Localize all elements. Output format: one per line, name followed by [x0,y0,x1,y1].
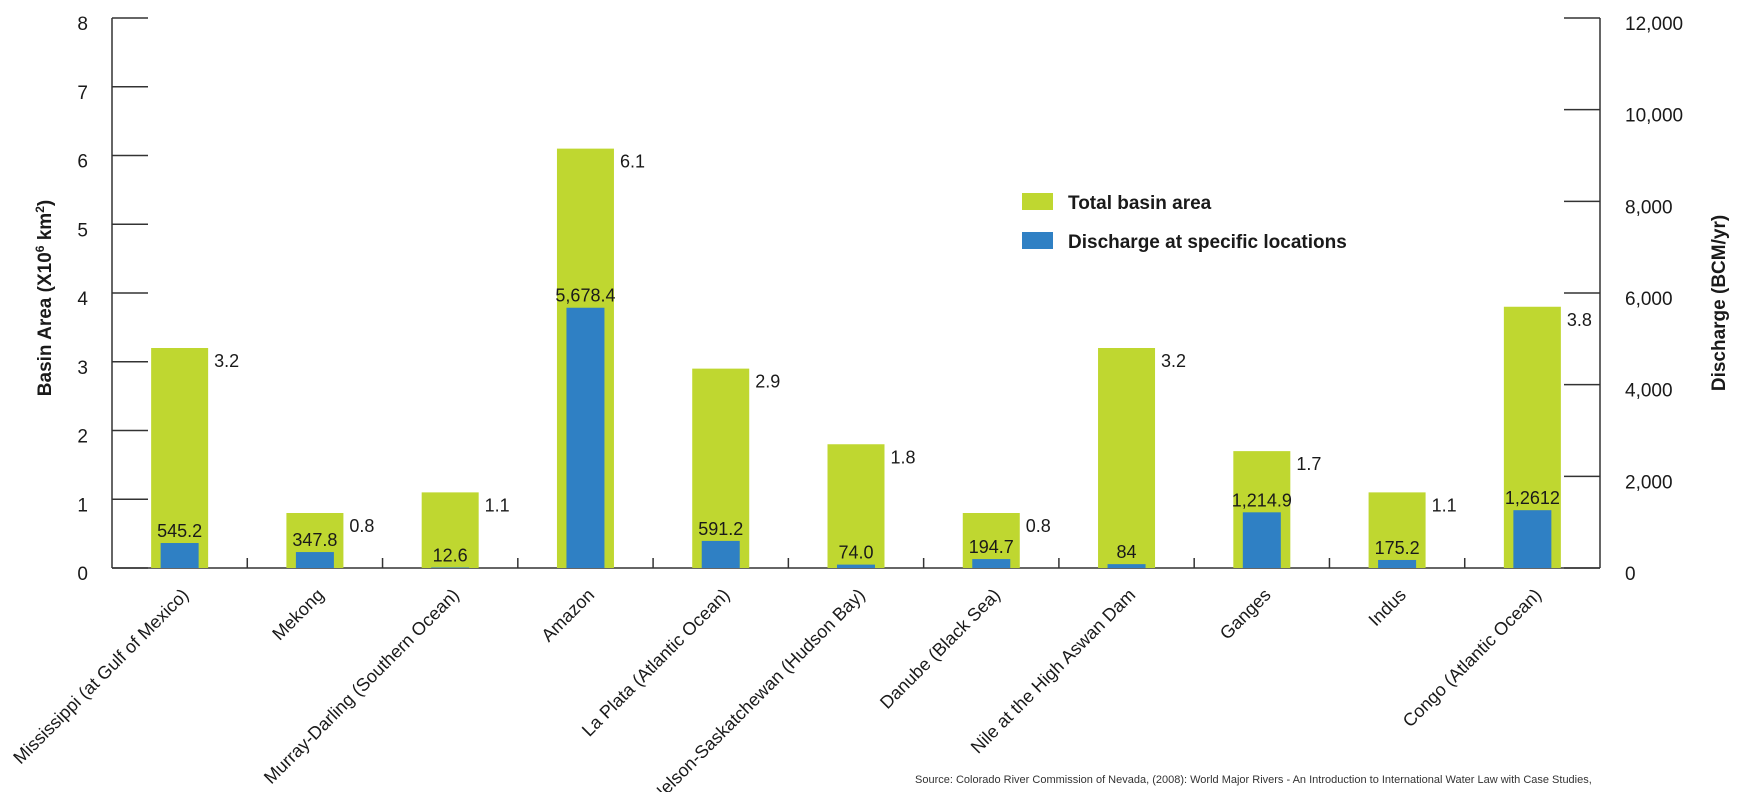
right-tick-label: 6,000 [1625,289,1673,310]
data-label-discharge: 5,678.4 [555,286,615,306]
category-label: Mississippi (at Gulf of Mexico) [9,585,192,768]
bar-basin-area [692,368,750,568]
category-label: Ganges [1216,585,1275,644]
data-label-discharge: 1,2612 [1505,488,1560,508]
left-axis-title: Basin Area (X106 km2) [33,200,56,396]
data-label-basin-area: 1.7 [1296,454,1321,474]
data-label-discharge: 545.2 [157,521,202,541]
left-tick-label: 1 [77,495,88,516]
right-axis-ticks: 0 2,000 4,000 6,000 8,000 10,000 12,000 [1564,14,1683,585]
category-label: Nile at the High Aswan Dam [967,585,1140,758]
legend-label-discharge: Discharge at specific locations [1068,232,1347,253]
bar-discharge [431,567,470,568]
data-label-discharge: 591.2 [698,519,743,539]
right-tick-label: 10,000 [1625,106,1683,127]
bar-basin-area [827,444,885,568]
bar-discharge [1107,564,1146,568]
right-tick-label: 4,000 [1625,381,1673,402]
left-tick-label: 8 [77,14,88,35]
bar-discharge [295,552,334,568]
left-tick-label: 4 [77,289,88,310]
category-label: Mekong [268,585,327,644]
data-label-discharge: 12.6 [433,545,468,565]
right-tick-label: 12,000 [1625,14,1683,35]
bar-discharge [1378,559,1417,568]
left-tick-label: 2 [77,427,88,448]
data-label-discharge: 1,214.9 [1232,490,1292,510]
bar-discharge [1242,512,1281,568]
left-tick-label: 7 [77,83,88,104]
bar-basin-area [1368,492,1426,568]
data-label-discharge: 84 [1117,542,1137,562]
bar-discharge [972,559,1011,568]
legend-swatch-basin-area [1022,193,1053,210]
category-label: Amazon [537,585,598,646]
category-label: La Plata (Atlantic Ocean) [578,585,734,741]
left-axis-ticks: 0 1 2 3 4 5 6 7 8 [77,14,148,585]
left-tick-label: 6 [77,152,88,173]
data-label-basin-area: 3.2 [214,351,239,371]
data-label-basin-area: 1.8 [891,447,916,467]
bar-discharge [1513,510,1552,568]
data-label-basin-area: 1.1 [1432,495,1457,515]
data-label-basin-area: 3.2 [1161,351,1186,371]
left-tick-label: 5 [77,220,88,241]
bar-basin-area [151,348,209,568]
category-label: Danube (Black Sea) [876,585,1004,713]
data-label-discharge: 74.0 [838,543,873,563]
left-tick-label: 0 [77,564,88,585]
right-tick-label: 8,000 [1625,197,1673,218]
data-label-discharge: 175.2 [1375,538,1420,558]
legend-swatch-discharge [1022,232,1053,249]
data-label-basin-area: 0.8 [1026,516,1051,536]
bar-basin-area [421,492,479,568]
bar-discharge [701,540,740,568]
category-label: Congo (Atlantic Ocean) [1399,585,1545,731]
right-tick-label: 0 [1625,564,1636,585]
data-label-basin-area: 0.8 [349,516,374,536]
bar-discharge [160,543,199,568]
category-labels: Mississippi (at Gulf of Mexico) MekongMur… [9,558,1545,792]
data-label-discharge: 194.7 [969,537,1014,557]
data-label-basin-area: 6.1 [620,152,645,172]
source-note: Source: Colorado River Commission of Nev… [915,774,1592,786]
bar-basin-area [962,513,1020,568]
bars: 3.2 545.2 0.8 347.8 1.1 12.6 6.1 5,678.4 2.9 591.… [151,148,1592,568]
legend: Total basin area Discharge at specific l… [1022,193,1347,253]
bar-basin-area [1098,348,1156,568]
bar-discharge [566,307,605,568]
left-tick-label: 3 [77,358,88,379]
data-label-basin-area: 1.1 [485,495,510,515]
category-label: Indus [1365,585,1410,630]
data-label-discharge: 347.8 [292,530,337,550]
right-axis-title: Discharge (BCM/yr) [1709,215,1730,391]
legend-label-basin-area: Total basin area [1068,193,1212,214]
bar-discharge [837,564,875,568]
data-label-basin-area: 3.8 [1567,310,1592,330]
data-label-basin-area: 2.9 [755,372,780,392]
category-label: Nelson-Saskatchewan (Hudson Bay) [647,585,869,792]
right-tick-label: 2,000 [1625,472,1673,493]
